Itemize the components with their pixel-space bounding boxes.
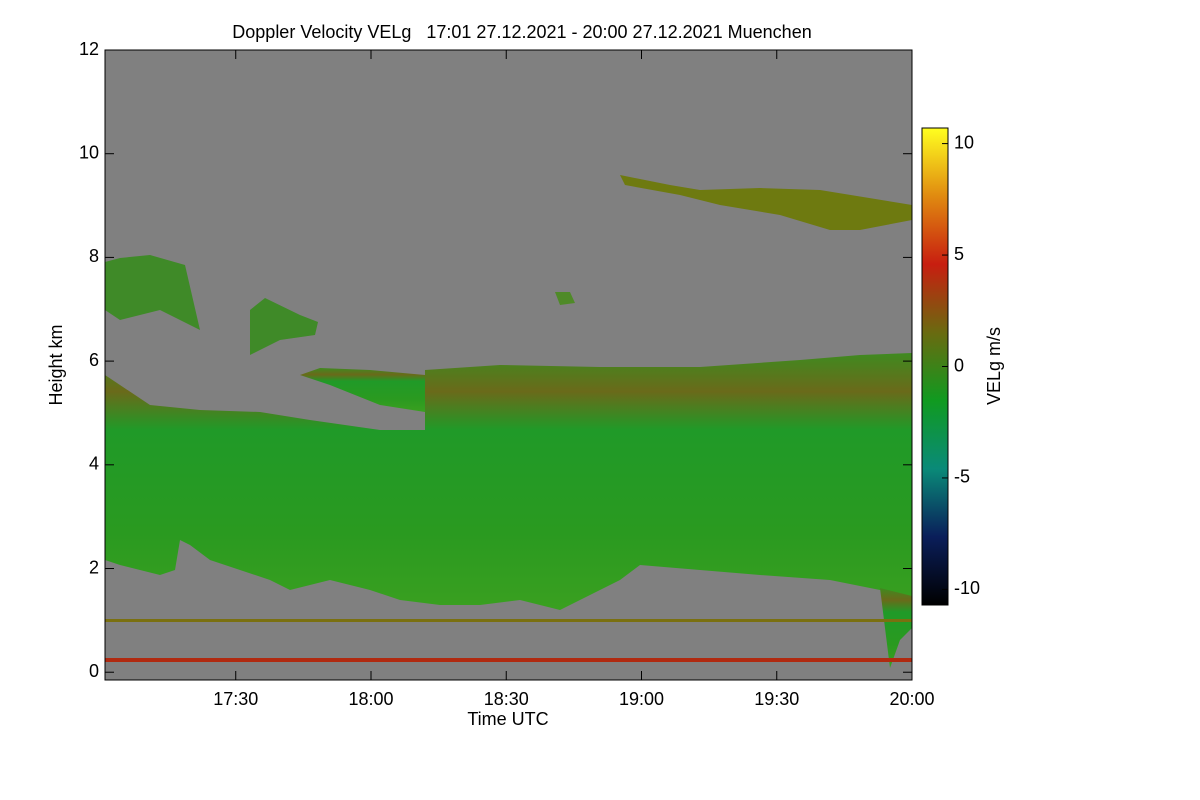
y-axis-label: Height km	[46, 324, 66, 405]
echo-region	[105, 353, 912, 610]
colorbar-label: VELg m/s	[984, 327, 1004, 405]
echo-regions	[105, 175, 912, 668]
y-tick-label: 12	[79, 39, 99, 59]
colorbar-tick-label: 10	[954, 132, 974, 152]
echo-line	[105, 658, 912, 662]
y-tick-label: 10	[79, 142, 99, 162]
colorbar-tick-label: 5	[954, 244, 964, 264]
echo-region	[555, 292, 575, 305]
plot-frame	[104, 49, 913, 681]
x-tick-label: 20:00	[889, 689, 934, 709]
echo-region	[300, 368, 425, 412]
colorbar-tick-label: -5	[954, 467, 970, 487]
y-tick-label: 2	[89, 557, 99, 577]
y-tick-label: 4	[89, 454, 99, 474]
echo-region	[250, 298, 318, 355]
x-tick-label: 18:00	[348, 689, 393, 709]
x-tick-label: 19:30	[754, 689, 799, 709]
x-tick-label: 17:30	[213, 689, 258, 709]
chart-title: Doppler Velocity VELg 17:01 27.12.2021 -…	[232, 22, 811, 42]
y-tick-label: 6	[89, 350, 99, 370]
x-axis-label: Time UTC	[467, 709, 548, 729]
x-tick-label: 18:30	[484, 689, 529, 709]
y-tick-label: 0	[89, 661, 99, 681]
echo-region	[105, 255, 200, 330]
x-tick-label: 19:00	[619, 689, 664, 709]
colorbar-tick-label: -10	[954, 578, 980, 598]
echo-region	[620, 175, 912, 230]
y-tick-label: 8	[89, 246, 99, 266]
colorbar-tick-label: 0	[954, 355, 964, 375]
echo-line	[105, 619, 912, 622]
echo-region	[880, 588, 912, 668]
